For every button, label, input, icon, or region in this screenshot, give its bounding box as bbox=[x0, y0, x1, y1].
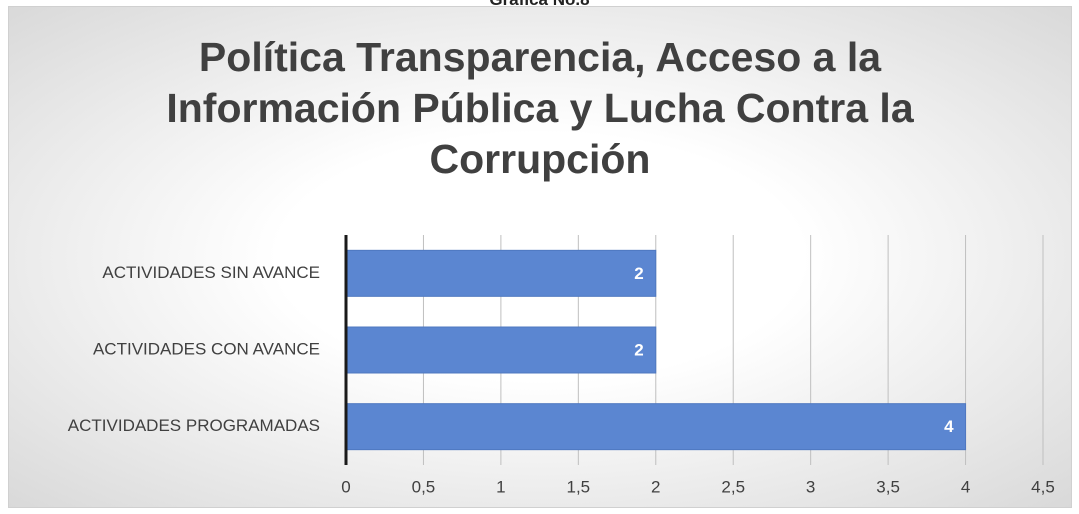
x-tick-label: 3 bbox=[806, 477, 815, 496]
caption: Gráfica No.8 bbox=[0, 0, 1079, 10]
x-tick-label: 3,5 bbox=[876, 477, 900, 496]
x-tick-label: 1 bbox=[496, 477, 505, 496]
bar bbox=[345, 326, 657, 374]
y-tick-label: ACTIVIDADES PROGRAMADAS bbox=[68, 416, 320, 435]
data-label: 2 bbox=[634, 264, 643, 283]
x-tick-label: 0,5 bbox=[412, 477, 436, 496]
data-label: 2 bbox=[634, 340, 643, 359]
x-tick-label: 0 bbox=[341, 477, 350, 496]
chart-title: Política Transparencia, Acceso a la Info… bbox=[166, 34, 914, 182]
y-tick-label: ACTIVIDADES CON AVANCE bbox=[93, 339, 320, 358]
x-tick-label: 2 bbox=[651, 477, 660, 496]
x-tick-label: 4 bbox=[961, 477, 970, 496]
x-tick-label: 1,5 bbox=[567, 477, 591, 496]
bar bbox=[345, 403, 967, 451]
data-label: 4 bbox=[944, 417, 954, 436]
x-tick-label: 4,5 bbox=[1031, 477, 1055, 496]
x-tick-label: 2,5 bbox=[721, 477, 745, 496]
y-tick-label: ACTIVIDADES SIN AVANCE bbox=[102, 263, 320, 282]
bar bbox=[345, 249, 657, 297]
